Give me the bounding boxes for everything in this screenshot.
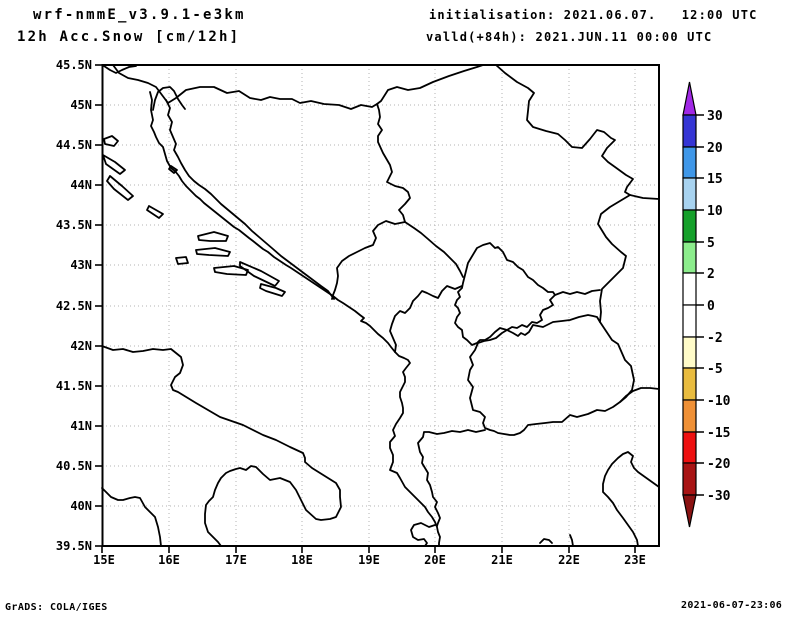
islet-south-b (569, 534, 574, 547)
border-greece-bulgaria (619, 387, 660, 403)
colorbar-segment (682, 177, 697, 211)
colorbar-segment (682, 462, 697, 496)
lat-label: 40.5N (56, 459, 92, 473)
colorbar-label: 20 (707, 141, 723, 156)
lat-label: 40N (70, 499, 92, 513)
lon-axis-labels: 15E 16E 17E 18E 19E 20E 21E 22E 23E (93, 553, 646, 567)
colorbar-segment (682, 272, 697, 306)
model-name: wrf-nmmE_v3.9.1-e3km (33, 7, 246, 23)
coastlines-and-borders (101, 64, 660, 547)
island-pag-b (102, 154, 126, 175)
border-bosnia-montenegro (331, 220, 406, 300)
coast-istria-top (103, 65, 137, 74)
axis-ticks (95, 64, 636, 553)
island-brac (197, 231, 229, 242)
lon-label: 19E (358, 553, 380, 567)
init-time-label: initialisation: 2021.06.07. 12:00 UTC (429, 8, 758, 22)
colorbar-arrow-bottom (682, 494, 697, 528)
lon-label: 15E (93, 553, 115, 567)
coast-italy-adriatic (101, 345, 342, 547)
product-title: 12h Acc.Snow [cm/12h] (17, 29, 241, 45)
lon-label: 20E (424, 553, 446, 567)
coast-adriatic-east (149, 91, 441, 547)
lat-label: 39.5N (56, 539, 92, 553)
colorbar-label: -30 (707, 489, 731, 504)
kosovo-border-polygon (454, 242, 556, 346)
colorbar-label: 15 (707, 172, 723, 187)
colorbar: 30 20 15 10 5 2 0 -2 -5 -10 -15 -20 -30 (682, 81, 731, 528)
lat-label: 45.5N (56, 58, 92, 72)
colorbar-label: 0 (707, 299, 715, 314)
island-hvar (195, 247, 231, 257)
colorbar-label: 2 (707, 267, 715, 282)
lat-label: 42N (70, 339, 92, 353)
island-korcula (213, 265, 249, 276)
lat-label: 45N (70, 98, 92, 112)
islet-south-a (539, 538, 553, 544)
border-albania-greece (417, 429, 486, 527)
lon-label: 17E (225, 553, 247, 567)
colorbar-segment (682, 431, 697, 464)
lat-label: 42.5N (56, 299, 92, 313)
colorbar-label: -15 (707, 426, 730, 441)
macedonia-border-polygon (467, 314, 635, 436)
lon-label: 21E (491, 553, 513, 567)
border-montenegro-albania (389, 285, 463, 353)
colorbar-segment (682, 336, 697, 369)
lat-label: 44.5N (56, 138, 92, 152)
colorbar-segment (682, 399, 697, 433)
colorbar-label: -10 (707, 394, 731, 409)
colorbar-segment (682, 367, 697, 401)
graticule (102, 65, 659, 546)
lat-label: 41.5N (56, 379, 92, 393)
colorbar-label: 10 (707, 204, 723, 219)
border-montenegro-serbia (404, 221, 464, 278)
colorbar-segment (682, 209, 697, 243)
colorbar-segment (682, 304, 697, 338)
border-drina (376, 103, 411, 223)
border-serbia-bulgaria (597, 194, 631, 323)
coast-butrint-lobe (410, 522, 436, 547)
colorbar-label: -2 (707, 331, 723, 346)
island-pag-a (103, 135, 119, 147)
islet-mid (168, 165, 178, 174)
lat-label: 43N (70, 258, 92, 272)
colorbar-label: 30 (707, 109, 723, 124)
creation-timestamp: 2021-06-07-23:06 (681, 600, 783, 611)
island-dugi-otok (146, 205, 164, 219)
coast-italy-tyrrhenian (101, 487, 162, 547)
grads-credit: GrADS: COLA/IGES (5, 602, 108, 613)
colorbar-label: 5 (707, 236, 715, 251)
colorbar-segment (682, 146, 697, 179)
lon-label: 18E (291, 553, 313, 567)
lat-label: 44N (70, 178, 92, 192)
coast-thermaic-gulf (602, 451, 660, 547)
colorbar-arrow-top (682, 81, 697, 116)
valid-time-label: valld(+84h): 2021.JUN.11 00:00 UTC (426, 30, 713, 44)
island-krk (152, 86, 186, 111)
colorbar-segment (682, 114, 697, 148)
peninsula-peljesac (239, 261, 280, 287)
border-croatia-north (112, 64, 484, 110)
plot-frame (101, 64, 660, 547)
lat-label: 43.5N (56, 218, 92, 232)
island-mljet (259, 283, 286, 297)
lat-label: 41N (70, 419, 92, 433)
lon-label: 16E (158, 553, 180, 567)
colorbar-label: -20 (707, 457, 731, 472)
lat-axis-labels: 45.5N 45N 44.5N 44N 43.5N 43N 42.5N 42N … (56, 58, 92, 553)
colorbar-segment (682, 241, 697, 274)
colorbar-labels: 30 20 15 10 5 2 0 -2 -5 -10 -15 -20 -30 (707, 109, 731, 504)
colorbar-label: -5 (707, 362, 723, 377)
lon-label: 22E (558, 553, 580, 567)
border-serbia-romania (495, 64, 660, 200)
island-vis (175, 256, 189, 265)
colorbar-ticks (696, 114, 704, 496)
lon-label: 23E (624, 553, 646, 567)
border-croatia-bosnia (165, 99, 335, 300)
border-kosovo-east-link (554, 289, 601, 296)
island-pag-c (106, 175, 134, 201)
